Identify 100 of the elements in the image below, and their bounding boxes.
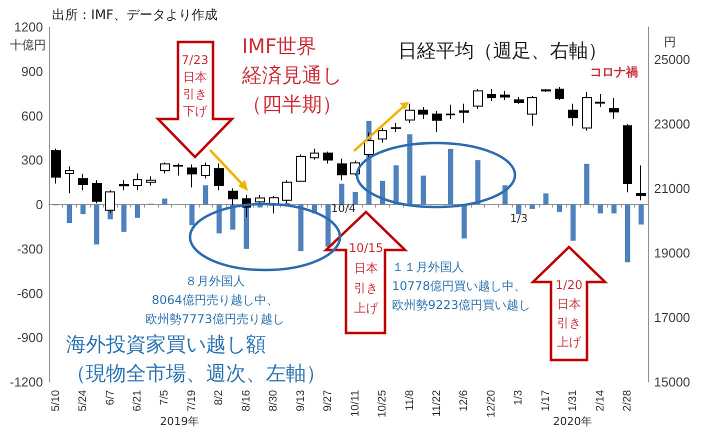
bar: [611, 204, 617, 214]
candlestick: [323, 151, 333, 164]
candlestick: [555, 86, 564, 100]
annotation: 10/15日本引き上げ: [348, 240, 384, 317]
x-tick-label: 6/21: [131, 390, 144, 412]
x-tick-label: 2/14: [594, 390, 606, 412]
bar: [66, 204, 72, 223]
candlestick: [568, 103, 578, 126]
y2-tick-label: 21000: [654, 180, 690, 196]
candlestick: [201, 162, 210, 179]
x-tick-label: 7/5: [158, 390, 171, 406]
candlestick: [609, 98, 619, 120]
candlestick: [459, 103, 469, 124]
bar: [94, 204, 100, 244]
x-tick-label: 11/22: [430, 390, 443, 417]
x-tick-label: 9/27: [322, 390, 334, 412]
x-tick-label: 9/13: [294, 390, 307, 412]
bar: [216, 204, 222, 234]
x-tick-label: 8/2: [213, 390, 226, 406]
x-tick-label: 11/8: [404, 390, 416, 411]
candlestick: [364, 132, 374, 160]
candlestick: [514, 96, 524, 104]
candlestick: [527, 96, 537, 126]
candlestick: [418, 106, 428, 120]
bar: [420, 176, 426, 204]
y-tick-label: 900: [21, 64, 43, 79]
x-tick-label: 12/20: [485, 390, 498, 418]
x-tick-label: 1/17: [540, 390, 552, 412]
candlestick: [310, 148, 319, 160]
bar: [339, 184, 344, 204]
annotation: 10/4: [331, 202, 356, 215]
bar: [407, 134, 412, 204]
candlestick: [623, 123, 632, 193]
bar: [530, 204, 535, 209]
bar: [624, 204, 630, 262]
y-axis-title: 十億円: [10, 37, 46, 54]
candlestick: [133, 173, 142, 191]
bar: [189, 204, 195, 226]
text: 2020年: [553, 414, 592, 429]
bar: [516, 204, 522, 214]
x-tick-label: 5/24: [77, 390, 90, 412]
x-tick-label: 5/10: [50, 390, 62, 412]
bar: [80, 204, 86, 214]
annotation: 7/23日本引き下げ: [180, 52, 210, 120]
y-tick-label: 600: [21, 108, 43, 124]
candlestick: [391, 122, 401, 132]
annotation: コロナ禍: [590, 64, 638, 81]
candlestick: [119, 180, 129, 191]
y2-axis-title: 円: [664, 34, 676, 51]
candlestick: [78, 173, 88, 191]
candlestick: [160, 162, 170, 174]
y2-tick-label: 23000: [654, 116, 690, 132]
annotation: IMF世界経済見通し（四半期）: [242, 33, 342, 118]
candlestick: [296, 154, 306, 182]
candlestick: [473, 88, 483, 110]
candlestick: [51, 148, 61, 184]
x-tick-label: 1/3: [512, 390, 525, 406]
candlestick: [337, 158, 347, 181]
y-tick-label: 0: [36, 197, 43, 212]
annotation: 1/20日本引き上げ: [554, 277, 584, 351]
bar: [638, 204, 644, 224]
annotation: １１月外国人10778億円買い越し中、欧州勢9223億円買い越し: [392, 259, 531, 314]
annotation: 日経平均（週足、右軸）: [398, 39, 607, 64]
y2-tick-label: 25000: [654, 52, 690, 67]
candlestick: [173, 163, 183, 176]
candlestick: [446, 104, 455, 120]
bar: [202, 185, 208, 204]
bar: [570, 204, 576, 241]
candlestick: [65, 166, 74, 194]
y2-tick-label: 15000: [654, 374, 690, 390]
candlestick: [405, 103, 415, 124]
bar: [556, 204, 562, 212]
text: 2019年: [160, 414, 199, 429]
x-tick-label: 10/25: [376, 390, 389, 418]
y-tick-label: 1200: [14, 20, 43, 34]
bar: [394, 165, 399, 204]
y2-tick-label: 17000: [654, 310, 690, 325]
candlestick: [636, 164, 646, 201]
annotation: ８月外国人8064億円売り越し中、欧州勢7773億円売り越し: [144, 273, 286, 328]
y2-tick-label: 19000: [654, 245, 690, 260]
y-tick-label: -1200: [10, 374, 43, 390]
bar: [448, 149, 454, 204]
candlestick: [92, 180, 102, 204]
x-tick-label: 8/16: [240, 390, 252, 412]
candlestick: [582, 91, 592, 132]
bar: [462, 204, 467, 239]
y-tick-label: -300: [16, 241, 43, 256]
x-tick-label: 1/31: [567, 390, 580, 412]
candlestick: [255, 194, 265, 206]
candlestick: [500, 90, 510, 100]
x-tick-label: 6/7: [104, 390, 116, 406]
x-tick-label: 7/19: [186, 390, 198, 412]
annotation: 海外投資家買い越し額（現物全市場、週次、左軸）: [66, 331, 326, 387]
x-tick-label: 10/11: [349, 390, 362, 417]
bar: [298, 204, 304, 252]
candlestick: [487, 88, 496, 102]
bar: [121, 204, 126, 232]
candlestick: [378, 127, 387, 144]
bar: [584, 164, 590, 204]
x-tick-label: 2/28: [622, 390, 634, 412]
